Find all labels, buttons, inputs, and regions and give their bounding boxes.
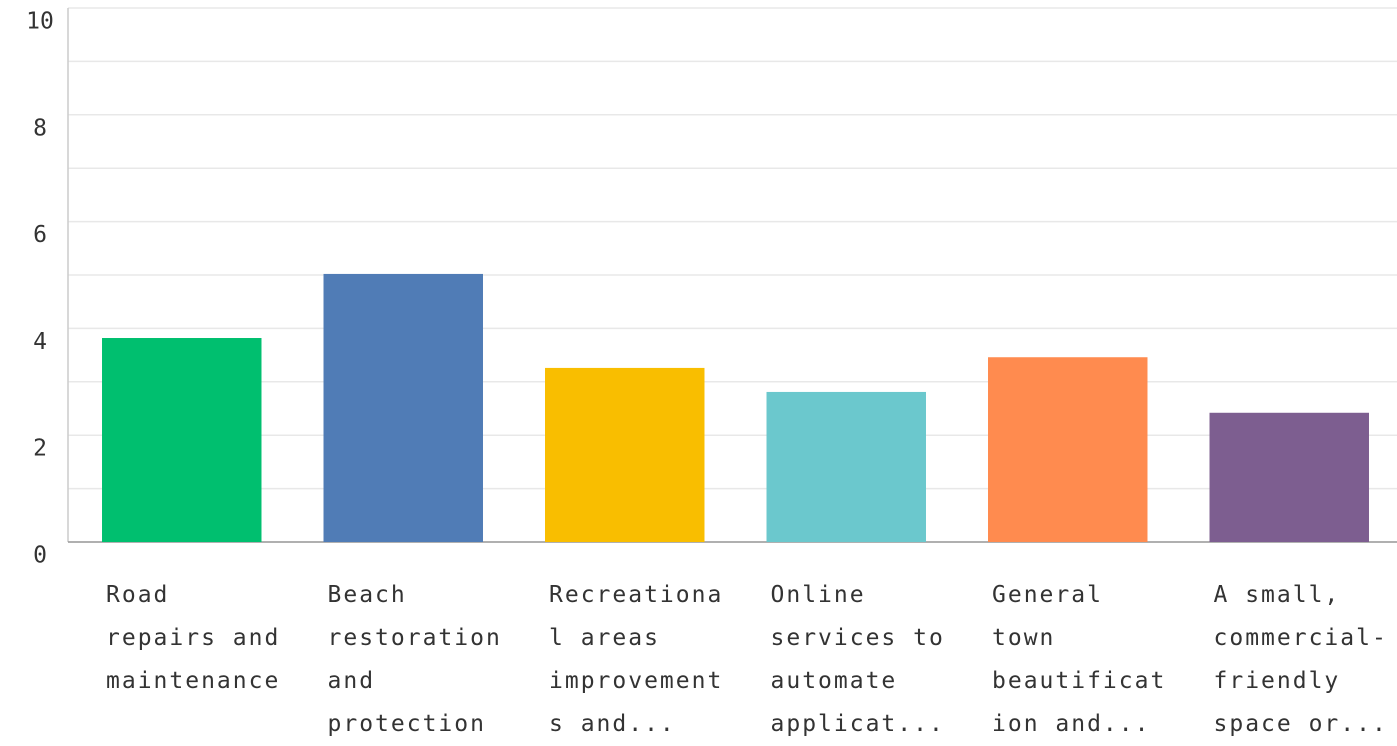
x-tick-label: Online services to automate applicat...	[770, 582, 945, 737]
y-tick-label: 4	[33, 329, 47, 355]
y-tick-label: 10	[26, 9, 54, 35]
x-tick-label: Road repairs and maintenance	[106, 582, 281, 694]
bar	[545, 367, 705, 542]
bar	[766, 391, 926, 542]
x-tick-label: A small, commercial- friendly space or..…	[1213, 582, 1388, 737]
x-tick-label: Recreationa l areas improvement s and...	[549, 582, 724, 737]
bar	[102, 338, 262, 542]
x-tick-label: Beach restoration and protection	[327, 582, 502, 737]
y-tick-label: 6	[33, 222, 47, 248]
y-tick-label: 8	[33, 115, 47, 141]
y-tick-label: 2	[33, 436, 47, 462]
bar	[988, 357, 1148, 542]
bar	[323, 273, 483, 542]
y-tick-label: 0	[33, 543, 47, 569]
bar	[1209, 412, 1369, 542]
x-tick-label: General town beautificat ion and...	[992, 582, 1167, 737]
